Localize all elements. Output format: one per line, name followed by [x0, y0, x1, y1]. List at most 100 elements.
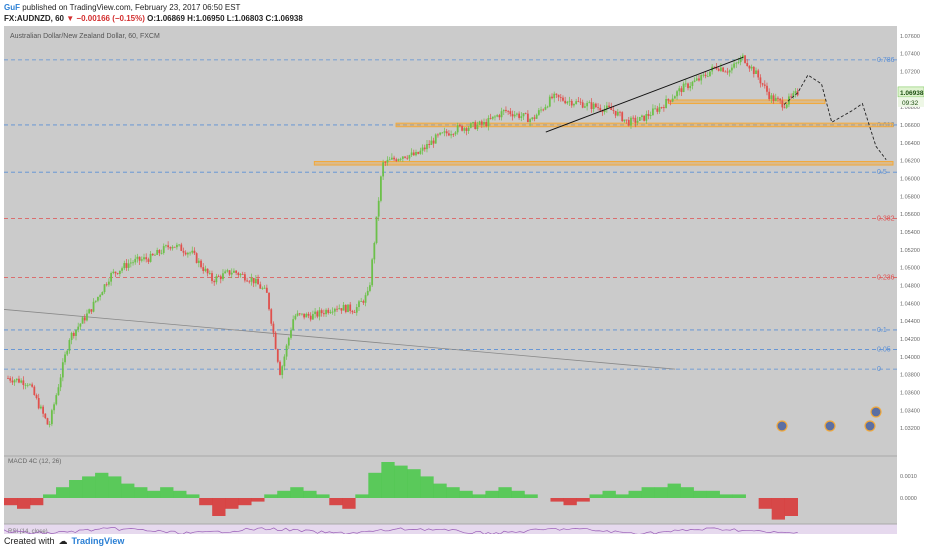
zone-band [667, 99, 826, 105]
candle-body [276, 349, 279, 362]
candle-body [509, 111, 512, 115]
candle-body [487, 118, 490, 127]
candle-body [605, 105, 608, 109]
publisher-name[interactable]: GuF [4, 3, 20, 12]
candle-body [347, 304, 349, 313]
macd-bar [472, 494, 486, 498]
candle-body [553, 93, 556, 99]
candle-body [230, 272, 233, 275]
macd-bar [69, 480, 83, 498]
candle-body [129, 262, 132, 264]
candle-body [66, 350, 69, 355]
candle-body [761, 83, 764, 85]
tradingview-brand[interactable]: TradingView [71, 536, 125, 546]
macd-bar [771, 498, 785, 520]
candle-body [548, 96, 551, 107]
candle-body [638, 117, 641, 121]
macd-bar [693, 490, 707, 498]
candle-body [461, 125, 463, 131]
candle-body [241, 273, 244, 275]
candle-body [206, 268, 209, 274]
candle-body [612, 110, 615, 111]
macd-bar [420, 476, 434, 498]
y-tick-label: 1.03800 [900, 373, 920, 379]
candle-body [437, 134, 439, 136]
candle-body [748, 66, 751, 69]
tradingview-logo-icon[interactable]: ☁ [58, 535, 68, 546]
candle-body [507, 110, 510, 112]
candle-body [35, 395, 38, 398]
candle-body [491, 116, 494, 119]
rsi-line [3, 527, 798, 535]
candle-body [40, 406, 42, 409]
candle-body [463, 128, 466, 131]
candle-body [254, 278, 257, 284]
candle-body [244, 274, 246, 281]
candle-body [588, 102, 591, 104]
candle-body [393, 157, 395, 160]
candle-body [700, 75, 703, 81]
candle-body [518, 113, 521, 118]
candle-body [608, 105, 610, 108]
y-tick-label: 1.03200 [900, 426, 920, 432]
candle-body [31, 384, 34, 387]
candle-body [454, 132, 457, 135]
chart-svg[interactable]: Australian Dollar/New Zealand Dollar, 60… [3, 24, 932, 550]
candle-body [70, 332, 73, 341]
candle-body [33, 386, 36, 396]
candle-body [7, 378, 9, 379]
candle-body [303, 313, 306, 318]
candle-body [706, 76, 709, 77]
candle-body [11, 380, 14, 383]
macd-bar [264, 494, 278, 498]
candle-body [167, 245, 170, 248]
candle-body [217, 276, 220, 278]
macd-bar [108, 476, 122, 498]
candle-body [338, 308, 341, 310]
candle-body [228, 270, 231, 275]
candle-body [779, 98, 782, 101]
candle-body [79, 323, 82, 327]
candle-body [450, 134, 453, 136]
candle-body [559, 97, 562, 99]
candle-body [191, 250, 194, 253]
candle-body [785, 104, 788, 108]
candle-body [140, 259, 143, 261]
candle-body [193, 250, 196, 254]
candle-body [298, 313, 301, 315]
candle-body [529, 119, 531, 123]
candle-body [395, 159, 398, 161]
candle-body [342, 304, 345, 311]
candle-body [448, 133, 450, 136]
candle-body [285, 345, 288, 357]
candle-body [724, 71, 727, 73]
candle-body [434, 134, 437, 144]
macd-bar [394, 465, 408, 498]
candle-body [26, 384, 29, 386]
candle-body [790, 96, 793, 98]
candle-body [248, 281, 251, 283]
fib-level-label: 0.786 [877, 57, 895, 64]
candle-body [68, 340, 71, 351]
candle-body [744, 55, 746, 63]
candle-body [592, 103, 595, 109]
candle-body [397, 159, 400, 161]
candle-body [485, 122, 488, 127]
candle-body [171, 246, 174, 249]
candle-body [61, 362, 64, 378]
candle-body [682, 83, 685, 93]
candle-body [774, 97, 777, 101]
candle-body [522, 113, 525, 117]
candle-body [695, 78, 698, 81]
candle-body [125, 263, 128, 268]
candle-body [138, 256, 141, 261]
candle-body [483, 122, 485, 125]
candle-body [568, 100, 571, 102]
candle-body [325, 309, 327, 315]
published-text: published on TradingView.com, February 2… [22, 3, 241, 12]
candle-body [287, 337, 290, 346]
candle-body [305, 313, 308, 318]
chart-area[interactable]: Australian Dollar/New Zealand Dollar, 60… [3, 24, 932, 550]
candle-body [121, 268, 123, 271]
macd-bar [4, 498, 18, 506]
